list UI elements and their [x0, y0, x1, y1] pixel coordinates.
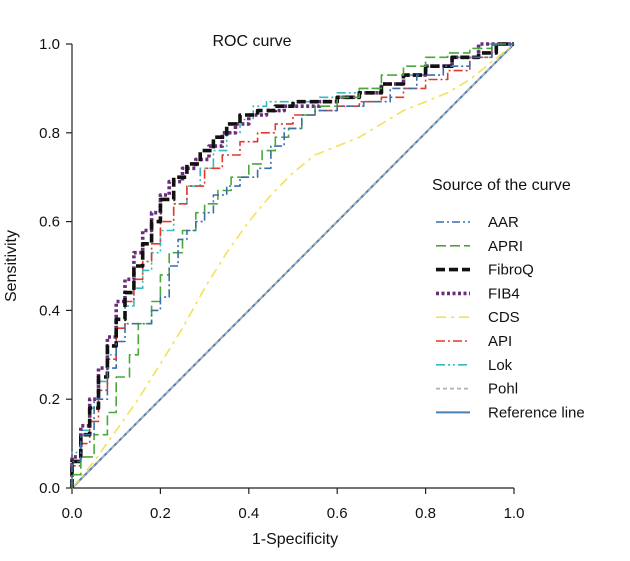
- y-tick-label: 0.4: [39, 302, 60, 319]
- x-tick-label: 0.2: [150, 505, 171, 522]
- y-tick-label: 0.8: [39, 125, 60, 142]
- legend-label-cds: CDS: [488, 309, 520, 326]
- series-line-reference-line: [71, 43, 515, 489]
- legend-label-reference-line: Reference line: [488, 404, 585, 421]
- legend-label-aar: AAR: [488, 214, 519, 231]
- legend-label-lok: Lok: [488, 357, 513, 374]
- y-axis-title: Sensitivity: [3, 230, 20, 302]
- y-tick-label: 1.0: [39, 36, 60, 53]
- x-tick-label: 0.6: [327, 505, 348, 522]
- x-tick-label: 0.0: [62, 505, 83, 522]
- legend-label-pohl: Pohl: [488, 381, 518, 398]
- legend-title: Source of the curve: [432, 177, 571, 194]
- y-tick-label: 0.6: [39, 214, 60, 231]
- x-tick-label: 1.0: [504, 505, 525, 522]
- series-layer: [70, 42, 515, 489]
- x-tick-label: 0.4: [238, 505, 259, 522]
- y-tick-label: 0.0: [39, 480, 60, 497]
- x-tick-label: 0.8: [415, 505, 436, 522]
- legend-label-fib4: FIB4: [488, 285, 520, 302]
- legend-label-api: API: [488, 333, 512, 350]
- series-line-cds: [71, 43, 515, 489]
- legend-label-apri: APRI: [488, 238, 523, 255]
- legend: Source of the curve AAR APRI FibroQ FIB4 CDS…: [432, 177, 585, 421]
- axes: 0.0 0.2 0.4 0.6 0.8 1.0 0.0 0.2 0.4 0.6 0.8 1.0: [39, 36, 524, 522]
- legend-label-fibroq: FibroQ: [488, 262, 534, 279]
- series-line-apri: [71, 43, 514, 488]
- series-line-aar: [71, 43, 514, 488]
- chart-title: ROC curve: [212, 33, 291, 50]
- series-line-fibroq: [70, 42, 514, 488]
- x-axis-title: 1-Specificity: [252, 531, 338, 548]
- y-tick-label: 0.2: [39, 391, 60, 408]
